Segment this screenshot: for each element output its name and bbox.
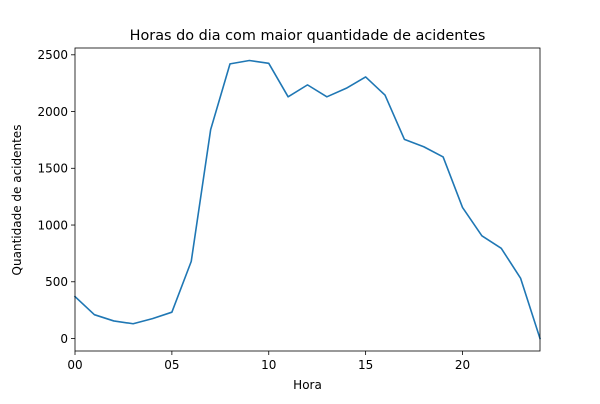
y-tick-label: 1000: [37, 218, 68, 232]
y-tick-label: 2500: [37, 48, 68, 62]
y-tick-label: 0: [60, 332, 68, 346]
y-axis: 0 500 1000 1500 2000 2500: [37, 48, 75, 346]
series-line-0: [73, 59, 542, 340]
y-axis-label: Quantidade de acidentes: [10, 125, 24, 276]
y-tick-label: 2000: [37, 105, 68, 119]
x-tick-label: 00: [67, 358, 82, 372]
y-tick-label: 500: [45, 275, 68, 289]
x-tick-label: 05: [164, 358, 179, 372]
x-tick-label: 20: [455, 358, 470, 372]
chart-title: Horas do dia com maior quantidade de aci…: [130, 28, 486, 44]
y-tick-label: 1500: [37, 162, 68, 176]
x-axis: 00 05 10 15 20: [67, 351, 470, 372]
x-tick-label: 15: [358, 358, 373, 372]
x-axis-label: Hora: [293, 378, 322, 392]
plot-area: [73, 47, 542, 352]
plot-frame: [74, 47, 541, 352]
x-tick-label: 10: [261, 358, 276, 372]
